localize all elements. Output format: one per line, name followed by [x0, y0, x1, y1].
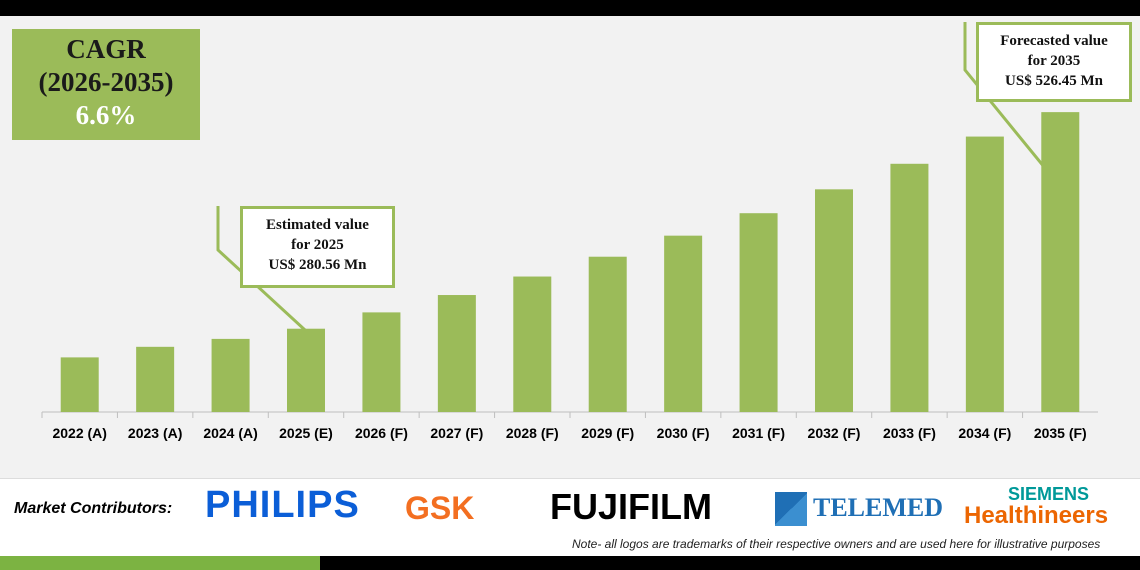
cagr-label: CAGR: [66, 34, 146, 64]
x-tick-label: 2030 (F): [657, 425, 710, 441]
bar-0: [60, 357, 99, 412]
x-tick-label: 2027 (F): [430, 425, 483, 441]
callout-2025-leader: [216, 206, 307, 332]
telemed-icon: [775, 492, 807, 526]
x-tick-label: 2028 (F): [506, 425, 559, 441]
bar-11: [890, 163, 929, 412]
gsk-logo: GSK: [405, 490, 475, 526]
callout-2025-line1: Estimated value: [266, 217, 369, 233]
footer-accent: [0, 556, 320, 570]
x-tick-label: 2031 (F): [732, 425, 785, 441]
bar-7: [588, 256, 627, 412]
x-tick-label: 2033 (F): [883, 425, 936, 441]
bar-5: [437, 295, 476, 412]
cagr-box: CAGR (2026-2035) 6.6%: [12, 29, 200, 140]
cagr-period: (2026-2035): [38, 67, 174, 97]
fujifilm-logo: FUJIFILM: [550, 486, 712, 527]
callout-2035-line1: Forecasted value: [1000, 33, 1108, 49]
title-bar: [0, 0, 1140, 16]
bar-chart: 2022 (A) 2023 (A) 2024 (A) 2025 (E) 2026 (F)…: [41, 22, 1098, 441]
cagr-value: 6.6%: [75, 100, 137, 130]
x-tick-label: 2034 (F): [958, 425, 1011, 441]
x-tick-label: 2029 (F): [581, 425, 634, 441]
bar-4: [362, 312, 401, 412]
bar-8: [664, 235, 703, 412]
callout-2035-value: US$ 526.45 Mn: [1005, 73, 1103, 89]
x-tick-label: 2032 (F): [808, 425, 861, 441]
x-tick-label: 2035 (F): [1034, 425, 1087, 441]
bar-12: [965, 136, 1004, 413]
bar-1: [136, 346, 175, 412]
callout-2035-leader: [963, 22, 1047, 169]
bar-6: [513, 276, 552, 412]
telemed-logo: TELEMED: [813, 493, 944, 522]
callout-2025-line2: for 2025: [291, 237, 344, 253]
healthineers-logo: Healthineers: [964, 502, 1109, 529]
bar-10: [815, 189, 853, 412]
x-tick-label: 2026 (F): [355, 425, 408, 441]
siemens-logo: SIEMENS: [1008, 484, 1090, 504]
footer-bar: [0, 556, 1140, 570]
contributors-label: Market Contributors:: [14, 500, 173, 517]
callout-2025: Estimated value for 2025 US$ 280.56 Mn: [240, 206, 395, 288]
bar-2: [211, 338, 250, 412]
bar-3: [287, 328, 325, 412]
x-tick-label: 2022 (A): [52, 425, 106, 441]
callout-2035-line2: for 2035: [1027, 53, 1081, 69]
bar-13: [1041, 112, 1080, 412]
x-tick-label: 2023 (A): [128, 425, 182, 441]
bar-9: [739, 213, 778, 412]
x-tick-label: 2025 (E): [279, 425, 333, 441]
x-tick-label: 2024 (A): [203, 425, 257, 441]
trademark-note: Note- all logos are trademarks of their …: [572, 537, 1101, 551]
callout-2025-value: US$ 280.56 Mn: [268, 257, 367, 273]
philips-logo: PHILIPS: [205, 484, 360, 526]
callout-2035: Forecasted value for 2035 US$ 526.45 Mn: [976, 22, 1132, 102]
market-contributors: Market Contributors: PHILIPS GSK FUJIFIL…: [0, 484, 1140, 534]
